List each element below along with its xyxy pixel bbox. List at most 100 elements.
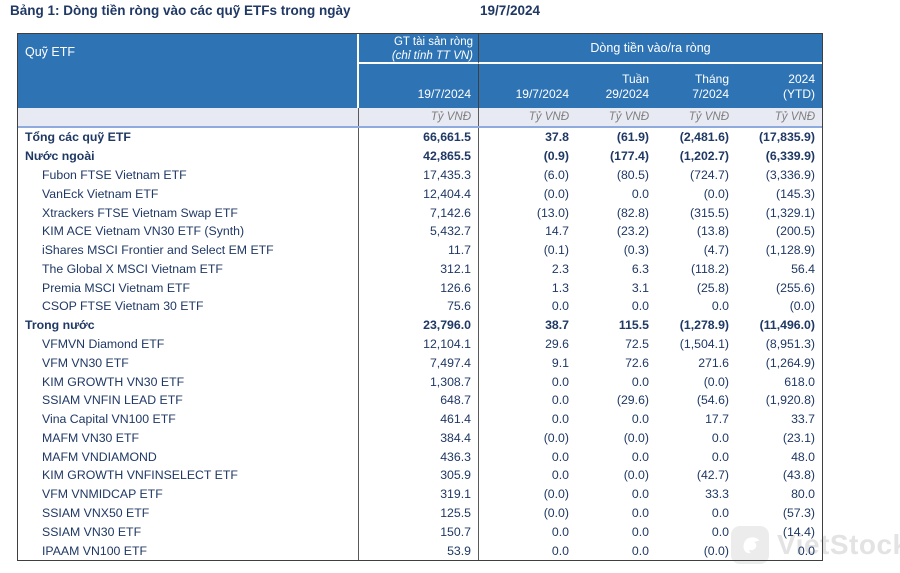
flow-value: 3.1 — [631, 280, 649, 295]
flow-value: (13.0) — [536, 205, 569, 220]
flow-value: (6,339.9) — [765, 149, 815, 164]
flow-value: 0.0 — [551, 393, 569, 408]
flow-value: (0.0) — [543, 506, 569, 521]
flow-value: (255.6) — [776, 280, 815, 295]
fund-name: CSOP FTSE Vietnam 30 ETF — [18, 297, 359, 316]
col-header-nav: GT tài sản ròng (chỉ tính TT VN) — [359, 34, 479, 64]
flow-value: (0.0) — [543, 487, 569, 502]
nav-value: 150.7 — [359, 522, 479, 542]
flow-value: (57.3) — [782, 506, 815, 521]
flow-value: 0.0 — [711, 524, 729, 539]
flow-value: (43.8) — [782, 468, 815, 483]
vietstock-watermark: VietStock — [731, 526, 900, 564]
flow-value: (200.5) — [776, 224, 815, 239]
flow-value: (14.4) — [782, 524, 815, 539]
flow-value: 0.0 — [551, 449, 569, 464]
flow-value: 0.0 — [631, 506, 649, 521]
fund-name: VanEck Vietnam ETF — [18, 184, 359, 204]
nav-value: 12,404.4 — [359, 184, 479, 204]
flow-value: (17,835.9) — [758, 130, 815, 145]
table-row: MAFM VN30 ETF 384.4 (0.0) (0.0) 0.0 (23.1) — [18, 428, 822, 448]
etf-flow-table: Quỹ ETF GT tài sản ròng (chỉ tính TT VN)… — [17, 33, 823, 561]
flow-value: 0.0 — [797, 543, 815, 558]
table-row: VFM VNMIDCAP ETF 319.1 (0.0) 0.0 33.3 80.0 — [18, 484, 822, 504]
flow-value: (118.2) — [690, 261, 729, 276]
fund-name: SSIAM VNFIN LEAD ETF — [18, 390, 359, 410]
nav-value: 11.7 — [359, 240, 479, 260]
fund-name: VFM VN30 ETF — [18, 353, 359, 373]
flow-value: 56.4 — [791, 261, 815, 276]
unit-spacer — [18, 108, 359, 126]
flow-value: 6.3 — [631, 261, 649, 276]
table-row: CSOP FTSE Vietnam 30 ETF 75.6 0.0 0.0 0.0 (0.… — [18, 297, 822, 316]
flow-value: (0.0) — [703, 186, 729, 201]
flow-value: (25.8) — [696, 280, 729, 295]
nav-header-line1: GT tài sản ròng — [393, 36, 473, 48]
flow-value: 0.0 — [631, 543, 649, 558]
flow-value: 0.0 — [551, 412, 569, 427]
flow-value: (42.7) — [696, 468, 729, 483]
fund-name: Fubon FTSE Vietnam ETF — [18, 165, 359, 185]
unit-label: Tỷ VNĐ — [528, 111, 569, 123]
table-row: Nước ngoài 42,865.5 (0.9) (177.4) (1,202.7) (… — [18, 146, 822, 166]
flow-value: 38.7 — [545, 318, 569, 333]
flow-value: 0.0 — [551, 299, 569, 314]
col-group-flow: Dòng tiền vào/ra ròng — [479, 34, 822, 64]
nav-value: 75.6 — [359, 297, 479, 316]
fund-name: Nước ngoài — [18, 146, 359, 166]
flow-value: 0.0 — [551, 468, 569, 483]
nav-value: 7,497.4 — [359, 353, 479, 373]
flow-value: 48.0 — [791, 449, 815, 464]
flow-value: (1,329.1) — [765, 205, 815, 220]
flow-value: (13.8) — [696, 224, 729, 239]
nav-value: 5,432.7 — [359, 221, 479, 241]
flow-value: 29.6 — [545, 336, 569, 351]
table-row: Premia MSCI Vietnam ETF 126.6 1.3 3.1 (25.8)… — [18, 278, 822, 298]
nav-value: 7,142.6 — [359, 203, 479, 222]
page-title: Bảng 1: Dòng tiền ròng vào các quỹ ETFs … — [10, 3, 351, 18]
flow-value: (8,951.3) — [765, 336, 815, 351]
flow-value: (6.0) — [543, 167, 569, 182]
table-row: SSIAM VNFIN LEAD ETF 648.7 0.0 (29.6) (54.6)… — [18, 390, 822, 410]
nav-value: 53.9 — [359, 541, 479, 560]
fund-name: SSIAM VN30 ETF — [18, 522, 359, 542]
table-row: SSIAM VNX50 ETF 125.5 (0.0) 0.0 0.0 (57.3) — [18, 503, 822, 523]
nav-value: 42,865.5 — [359, 146, 479, 166]
flow-value: 0.0 — [631, 524, 649, 539]
fund-name: Vina Capital VN100 ETF — [18, 409, 359, 429]
table-header: Quỹ ETF GT tài sản ròng (chỉ tính TT VN)… — [18, 34, 822, 108]
flow-value: 271.6 — [698, 355, 729, 370]
nav-value: 66,661.5 — [359, 128, 479, 147]
table-row: VFM VN30 ETF 7,497.4 9.1 72.6 271.6 (1,264.9) — [18, 353, 822, 373]
table-row: Vina Capital VN100 ETF 461.4 0.0 0.0 17.7 33.… — [18, 409, 822, 429]
flow-value: (4.7) — [703, 243, 729, 258]
flow-value: 33.3 — [705, 487, 729, 502]
flow-value: (724.7) — [690, 167, 729, 182]
flow-value: 0.0 — [631, 449, 649, 464]
fund-name: MAFM VNDIAMOND — [18, 447, 359, 467]
flow-value: (315.5) — [690, 205, 729, 220]
nav-value: 126.6 — [359, 278, 479, 298]
nav-value: 12,104.1 — [359, 334, 479, 354]
nav-value: 312.1 — [359, 259, 479, 279]
table-body: Tổng các quỹ ETF 66,661.5 37.8 (61.9) (2,481… — [18, 128, 822, 560]
fund-name: Trong nước — [18, 315, 359, 335]
fund-name: Xtrackers FTSE Vietnam Swap ETF — [18, 203, 359, 222]
flow-value: 618.0 — [784, 374, 815, 389]
flow-value: 33.7 — [791, 412, 815, 427]
table-row: MAFM VNDIAMOND 436.3 0.0 0.0 0.0 48.0 — [18, 447, 822, 467]
fund-name: KIM ACE Vietnam VN30 ETF (Synth) — [18, 221, 359, 241]
flow-value: (1,202.7) — [679, 149, 729, 164]
flow-value: (80.5) — [616, 167, 649, 182]
nav-value: 17,435.3 — [359, 165, 479, 185]
flow-value: 0.0 — [711, 506, 729, 521]
unit-label: Tỷ VNĐ — [688, 111, 729, 123]
nav-value: 319.1 — [359, 484, 479, 504]
table-row: KIM ACE Vietnam VN30 ETF (Synth) 5,432.7 1… — [18, 221, 822, 241]
unit-label: Tỷ VNĐ — [359, 108, 479, 126]
flow-value: (0.0) — [703, 543, 729, 558]
flow-value: (145.3) — [776, 186, 815, 201]
fund-name: VFM VNMIDCAP ETF — [18, 484, 359, 504]
flow-value: (0.3) — [623, 243, 649, 258]
table-row: Xtrackers FTSE Vietnam Swap ETF 7,142.6 (1… — [18, 203, 822, 222]
